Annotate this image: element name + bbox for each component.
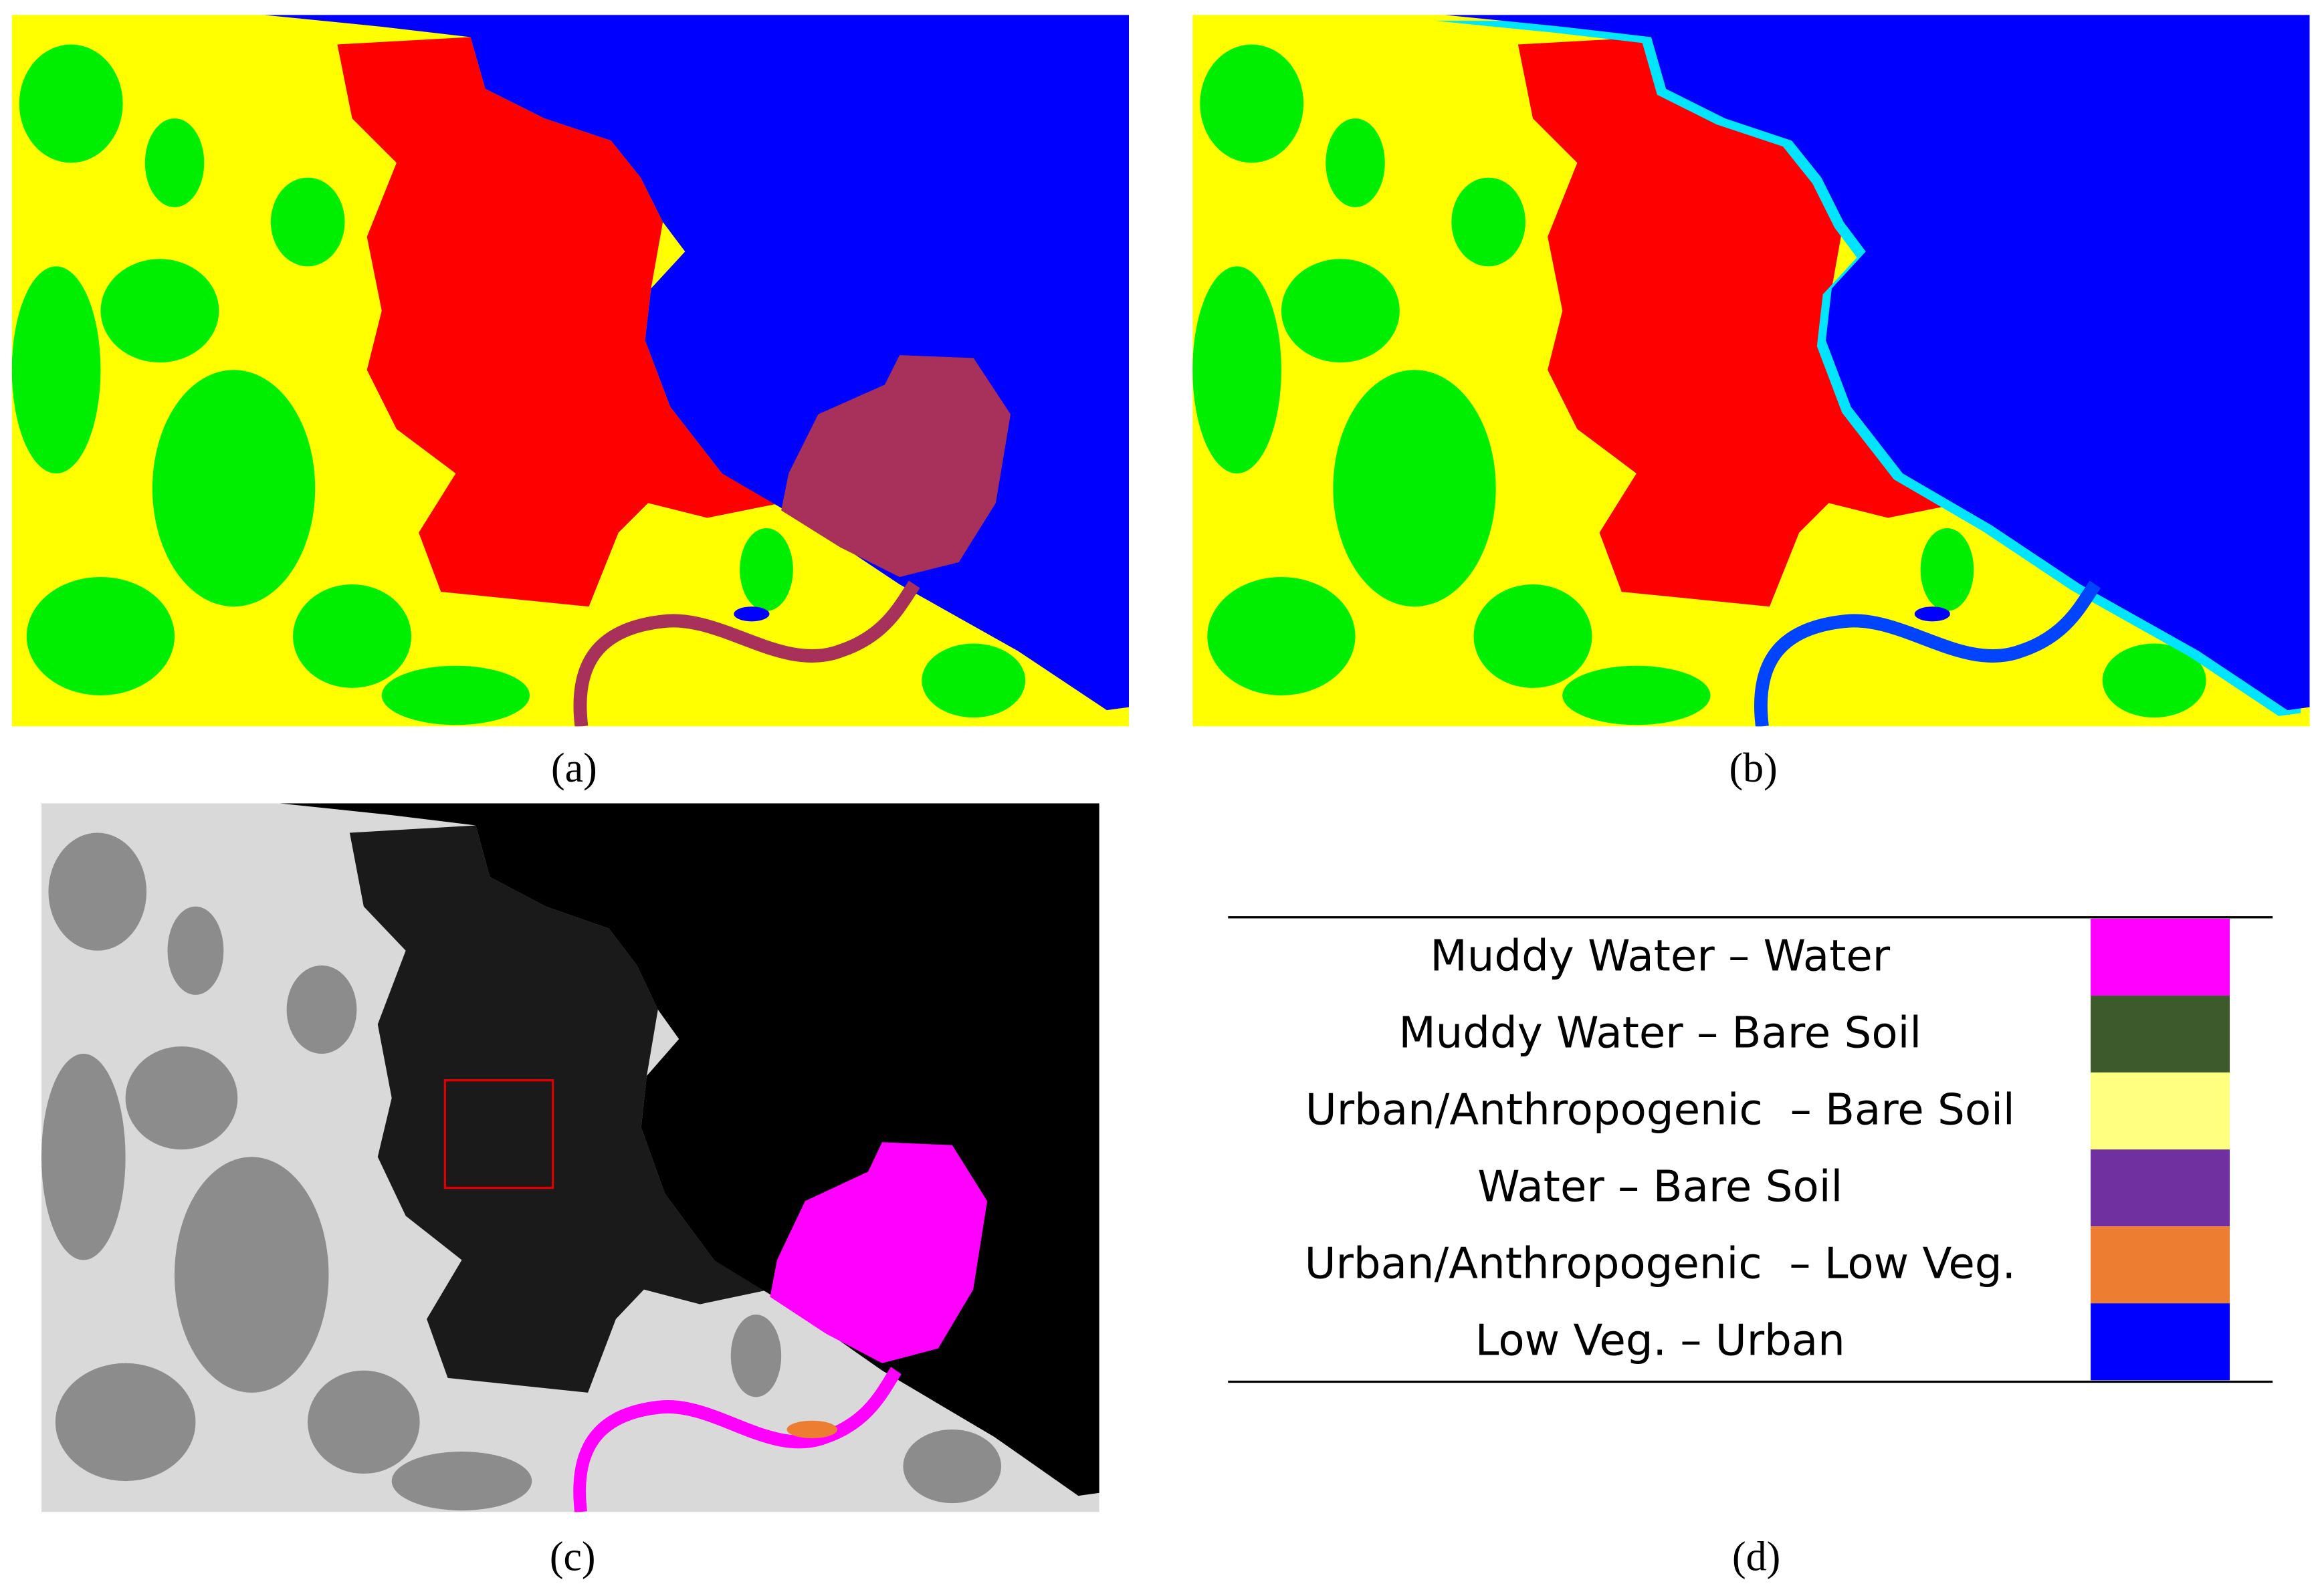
panel-label: (a) <box>551 746 597 791</box>
panel-label: (c) <box>550 1534 596 1579</box>
panel-label: (d) <box>1732 1534 1780 1579</box>
legend-swatch <box>2091 1149 2230 1227</box>
legend-label: Muddy Water – Bare Soil <box>1398 1008 1921 1058</box>
map-b <box>1192 15 2310 727</box>
legend-swatch <box>2091 1303 2230 1381</box>
legend-label: Urban/Anthropogenic – Bare Soil <box>1305 1085 2015 1135</box>
panel-label: (b) <box>1729 746 1778 791</box>
legend-label: Muddy Water – Water <box>1430 931 1890 981</box>
legend-label: Low Veg. – Urban <box>1475 1316 1845 1366</box>
legend-label: Urban/Anthropogenic – Low Veg. <box>1305 1239 2016 1289</box>
legend-swatch <box>2091 1072 2230 1150</box>
legend: Muddy Water – Water Muddy Water – Bare So… <box>1228 916 2273 1383</box>
legend-swatch <box>2091 1226 2230 1304</box>
map-c <box>41 803 1099 1512</box>
legend-swatch <box>2091 919 2230 996</box>
map-a <box>11 15 1130 727</box>
legend-label: Water – Bare Soil <box>1477 1161 1842 1212</box>
legend-swatch <box>2091 996 2230 1073</box>
